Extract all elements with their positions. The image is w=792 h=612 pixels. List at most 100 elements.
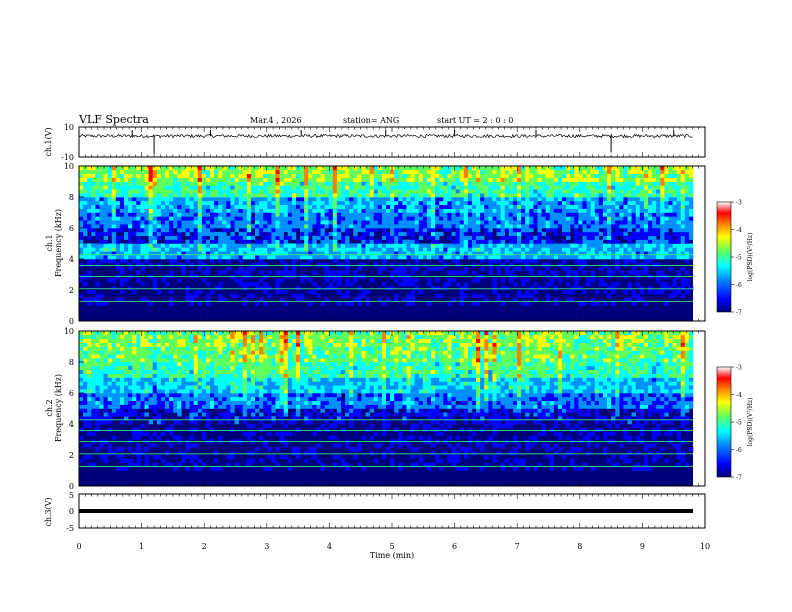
spectrogram-cell bbox=[672, 220, 677, 225]
spectrogram-cell bbox=[263, 424, 268, 429]
spectrogram-cell bbox=[447, 204, 452, 209]
spectrogram-cell bbox=[185, 251, 190, 256]
spectrogram-cell bbox=[443, 197, 448, 202]
spectrogram-cell bbox=[414, 286, 420, 291]
spectrogram-cell bbox=[312, 173, 317, 178]
spectrogram-cell bbox=[193, 212, 198, 217]
spectrogram-cell bbox=[570, 427, 575, 433]
spectrogram-cell bbox=[463, 247, 469, 252]
spectrogram-cell bbox=[484, 231, 489, 237]
spectrogram-cell bbox=[394, 239, 399, 244]
spectrogram-cell bbox=[250, 404, 256, 409]
spectrogram-cell bbox=[504, 266, 510, 271]
spectrogram-cell bbox=[308, 228, 313, 233]
spectrogram-cell bbox=[529, 435, 534, 440]
spectrogram-cell bbox=[267, 247, 272, 252]
spectrogram-cell bbox=[185, 259, 190, 264]
spectrogram-cell bbox=[500, 185, 505, 190]
spectrogram-cell bbox=[205, 181, 211, 186]
spectrogram-cell bbox=[115, 208, 121, 213]
spectrogram-cell bbox=[87, 193, 92, 198]
spectrogram-cell bbox=[504, 216, 510, 221]
spectrogram-cell bbox=[283, 443, 289, 448]
spectrogram-cell bbox=[242, 185, 248, 190]
spectrogram-cell bbox=[619, 173, 624, 178]
spectrogram-cell bbox=[328, 185, 334, 190]
spectrogram-cell bbox=[426, 408, 432, 413]
spectrogram-cell bbox=[259, 231, 264, 237]
spectrogram-cell bbox=[439, 200, 444, 206]
spectrogram-cell bbox=[598, 197, 604, 202]
spectrogram-cell bbox=[181, 181, 186, 186]
spectrogram-cell bbox=[197, 185, 203, 190]
spectrogram-cell bbox=[594, 235, 600, 240]
spectrogram-cell bbox=[209, 231, 215, 237]
spectrogram-cell bbox=[115, 169, 121, 175]
spectrogram-cell bbox=[197, 177, 203, 182]
spectrogram-cell bbox=[255, 243, 260, 248]
spectrogram-cell bbox=[594, 251, 600, 256]
spectrogram-cell bbox=[283, 212, 289, 217]
spectrogram-cell bbox=[562, 200, 567, 206]
spectrogram-cell bbox=[508, 262, 514, 268]
spectrogram-cell bbox=[467, 447, 473, 452]
spectrogram-cell bbox=[164, 235, 170, 240]
spectrogram-cell bbox=[107, 212, 113, 217]
spectrogram-cell bbox=[287, 200, 293, 206]
spectrogram-cell bbox=[373, 166, 379, 171]
spectrogram-cell bbox=[152, 239, 158, 244]
spectrogram-cell bbox=[119, 181, 125, 186]
spectrogram-cell bbox=[340, 420, 346, 425]
spectrogram-cell bbox=[361, 231, 366, 237]
spectrogram-cell bbox=[103, 169, 108, 175]
spectrogram-cell bbox=[336, 270, 342, 275]
spectrogram-cell bbox=[431, 451, 436, 456]
spectrogram-cell bbox=[684, 282, 690, 287]
spectrogram-cell bbox=[476, 166, 481, 171]
spectrogram-cell bbox=[647, 466, 653, 471]
spectrogram-cell bbox=[647, 412, 653, 417]
spectrogram-cell bbox=[639, 204, 645, 209]
spectrogram-cell bbox=[676, 451, 682, 456]
spectrogram-cell bbox=[218, 247, 223, 252]
spectrogram-cell bbox=[361, 251, 366, 256]
spectrogram-cell bbox=[214, 404, 219, 409]
spectrogram-cell bbox=[660, 286, 665, 291]
spectrogram-cell bbox=[394, 208, 399, 213]
spectrogram-cell bbox=[635, 216, 641, 221]
spectrogram-cell bbox=[132, 200, 137, 206]
spectrogram-cell bbox=[455, 243, 460, 248]
spectrogram-cell bbox=[189, 458, 194, 464]
spectrogram-cell bbox=[128, 420, 133, 425]
spectrogram-cell bbox=[676, 216, 682, 221]
spectrogram-cell bbox=[148, 262, 153, 268]
spectrogram-narrowband-line bbox=[79, 254, 693, 256]
spectrogram-cell bbox=[426, 193, 432, 198]
spectrogram-cell bbox=[471, 189, 477, 194]
spectrogram-cell bbox=[185, 177, 190, 182]
spectrogram-cell bbox=[107, 193, 113, 198]
spectrogram-cell bbox=[115, 212, 121, 217]
spectrogram-cell bbox=[521, 231, 526, 237]
spectrogram-cell bbox=[594, 204, 600, 209]
spectrogram-cell bbox=[115, 224, 121, 229]
spectrogram-cell bbox=[107, 173, 113, 178]
spectrogram-cell bbox=[234, 189, 239, 194]
spectrogram-cell bbox=[508, 278, 514, 283]
spectrogram-cell bbox=[148, 243, 153, 248]
spectrogram-cell bbox=[414, 169, 420, 175]
spectrogram-cell bbox=[312, 169, 317, 175]
spectrogram-cell bbox=[688, 200, 694, 206]
spectrogram-cell bbox=[320, 408, 325, 413]
spectrogram-cell bbox=[656, 173, 661, 178]
spectrogram-cell bbox=[91, 416, 96, 421]
spectrogram-cell bbox=[377, 185, 383, 190]
spectrogram-cell bbox=[189, 270, 194, 275]
spectrogram-cell bbox=[557, 216, 563, 221]
spectrogram-cell bbox=[79, 231, 84, 237]
spectrogram-cell bbox=[128, 166, 133, 171]
spectrogram-cell bbox=[361, 243, 366, 248]
spectrogram-cell bbox=[488, 177, 493, 182]
spectrogram-cell bbox=[242, 255, 248, 260]
spectrogram-cell bbox=[586, 204, 591, 209]
